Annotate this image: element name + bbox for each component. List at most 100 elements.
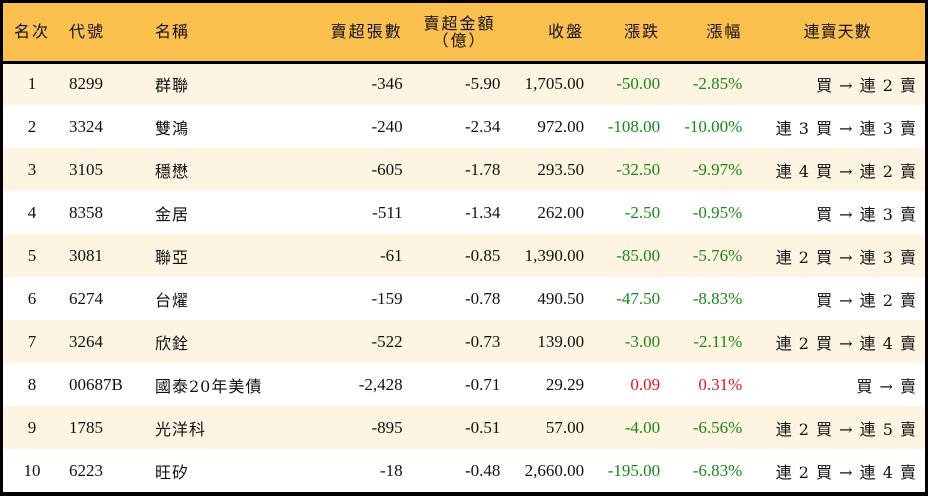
net-sell-lots-cell: -2,428	[358, 374, 403, 394]
header-net-sell-amount: 賣超金額 （億）	[410, 3, 509, 64]
header-net-sell-amount-unit: （億）	[432, 30, 487, 50]
rank-cell: 7	[27, 331, 37, 351]
stock-code-cell: 3264	[69, 331, 103, 351]
net-sell-lots-cell: -511	[372, 202, 403, 222]
change-pct-cell: -5.76%	[692, 245, 743, 265]
net-sell-amount-cell: -0.48	[464, 460, 501, 480]
table-row: 8 00687B 國泰20年美債 -2,428 -0.71 29.29 0.09…	[3, 363, 925, 406]
table-row: 9 1785 光洋科 -895 -0.51 57.00 -4.00 -6.56%…	[3, 406, 925, 449]
rank-cell: 6	[27, 288, 37, 308]
sell-streak-cell: 連 2 買 → 連 5 賣	[775, 419, 917, 439]
net-sell-amount-cell: -0.78	[464, 288, 501, 308]
change-cell: -85.00	[616, 245, 661, 265]
rank-cell: 3	[27, 159, 37, 179]
change-pct-cell: -2.85%	[692, 74, 743, 94]
header-streak: 連賣天數	[750, 3, 925, 64]
close-price-cell: 29.29	[545, 374, 585, 394]
close-price-cell: 972.00	[537, 116, 585, 136]
net-sell-amount-cell: -0.85	[464, 245, 501, 265]
change-pct-cell: -10.00%	[684, 116, 743, 136]
change-pct-cell: -2.11%	[693, 331, 743, 351]
stock-name-cell: 聯亞	[155, 247, 190, 267]
stock-name-cell: 群聯	[155, 76, 190, 96]
rank-cell: 4	[27, 202, 37, 222]
close-price-cell: 139.00	[537, 331, 585, 351]
sell-streak-cell: 連 2 買 → 連 3 賣	[775, 247, 917, 267]
change-cell: -32.50	[616, 159, 661, 179]
table-row: 1 8299 群聯 -346 -5.90 1,705.00 -50.00 -2.…	[3, 62, 925, 105]
sell-streak-cell: 連 3 買 → 連 3 賣	[775, 118, 917, 138]
change-pct-cell: -9.97%	[692, 159, 743, 179]
stock-code-cell: 8299	[69, 74, 103, 94]
table-row: 6 6274 台燿 -159 -0.78 490.50 -47.50 -8.83…	[3, 277, 925, 320]
net-sell-amount-cell: -1.78	[464, 159, 501, 179]
rank-cell: 9	[27, 417, 37, 437]
change-pct-cell: -0.95%	[692, 202, 743, 222]
net-sell-lots-cell: -346	[371, 74, 403, 94]
sell-streak-cell: 買 → 連 3 賣	[816, 204, 917, 224]
stock-name-cell: 旺矽	[155, 462, 190, 482]
sell-streak-cell: 買 → 賣	[856, 376, 917, 396]
table-row: 7 3264 欣銓 -522 -0.73 139.00 -3.00 -2.11%…	[3, 320, 925, 363]
change-cell: -108.00	[607, 116, 661, 136]
net-sell-lots-cell: -605	[371, 159, 403, 179]
stock-name-cell: 金居	[155, 204, 190, 224]
change-cell: -4.00	[624, 417, 661, 437]
stock-name-cell: 穩懋	[155, 161, 190, 181]
table-row: 4 8358 金居 -511 -1.34 262.00 -2.50 -0.95%…	[3, 191, 925, 234]
stock-code-cell: 6274	[69, 288, 103, 308]
change-cell: 0.09	[630, 374, 661, 394]
header-row: 名次 代號 名稱 賣超張數 賣超金額 （億） 收盤 漲跌 漲幅 連賣天數	[3, 3, 925, 64]
change-cell: -195.00	[607, 460, 661, 480]
stock-code-cell: 3324	[69, 116, 103, 136]
header-change: 漲跌	[592, 3, 669, 64]
stock-code-cell: 6223	[69, 460, 103, 480]
change-cell: -3.00	[624, 331, 661, 351]
net-sell-lots-cell: -895	[371, 417, 403, 437]
close-price-cell: 262.00	[537, 202, 585, 222]
table-body: 1 8299 群聯 -346 -5.90 1,705.00 -50.00 -2.…	[3, 62, 925, 492]
net-sell-amount-cell: -0.73	[464, 331, 501, 351]
stock-name-cell: 台燿	[155, 290, 190, 310]
net-sell-amount-cell: -2.34	[464, 116, 501, 136]
sell-streak-cell: 連 2 買 → 連 4 賣	[775, 462, 917, 482]
change-pct-cell: -8.83%	[692, 288, 743, 308]
header-net-sell-lots: 賣超張數	[313, 3, 411, 64]
header-change-pct: 漲幅	[668, 3, 751, 64]
stock-code-cell: 3105	[69, 159, 103, 179]
net-sell-ranking-table: 名次 代號 名稱 賣超張數 賣超金額 （億） 收盤 漲跌 漲幅 連賣天數 1 8…	[3, 3, 925, 492]
net-sell-lots-cell: -159	[371, 288, 403, 308]
stock-name-cell: 欣銓	[155, 333, 190, 353]
close-price-cell: 490.50	[537, 288, 585, 308]
close-price-cell: 2,660.00	[524, 460, 585, 480]
rank-cell: 2	[27, 116, 37, 136]
rank-cell: 10	[23, 460, 41, 480]
stock-name-cell: 國泰20年美債	[155, 376, 263, 396]
stock-code-cell: 3081	[69, 245, 103, 265]
change-cell: -47.50	[616, 288, 661, 308]
header-rank: 名次	[3, 3, 61, 64]
header-code: 代號	[61, 3, 147, 64]
sell-streak-cell: 買 → 連 2 賣	[816, 290, 917, 310]
change-pct-cell: -6.56%	[692, 417, 743, 437]
net-sell-lots-cell: -240	[371, 116, 403, 136]
net-sell-lots-cell: -61	[380, 245, 403, 265]
sell-streak-cell: 連 4 買 → 連 2 賣	[775, 161, 917, 181]
stock-code-cell: 00687B	[69, 374, 123, 394]
net-sell-lots-cell: -522	[371, 331, 403, 351]
change-pct-cell: -6.83%	[692, 460, 743, 480]
table-row: 3 3105 穩懋 -605 -1.78 293.50 -32.50 -9.97…	[3, 148, 925, 191]
rank-cell: 8	[27, 374, 37, 394]
change-cell: -50.00	[616, 74, 661, 94]
change-cell: -2.50	[624, 202, 661, 222]
stock-name-cell: 光洋科	[155, 419, 207, 439]
table-row: 2 3324 雙鴻 -240 -2.34 972.00 -108.00 -10.…	[3, 105, 925, 148]
net-sell-amount-cell: -0.71	[464, 374, 501, 394]
close-price-cell: 293.50	[537, 159, 585, 179]
close-price-cell: 1,390.00	[524, 245, 585, 265]
stock-code-cell: 8358	[69, 202, 103, 222]
rank-cell: 1	[27, 74, 37, 94]
rank-cell: 5	[27, 245, 37, 265]
net-sell-amount-cell: -1.34	[464, 202, 501, 222]
